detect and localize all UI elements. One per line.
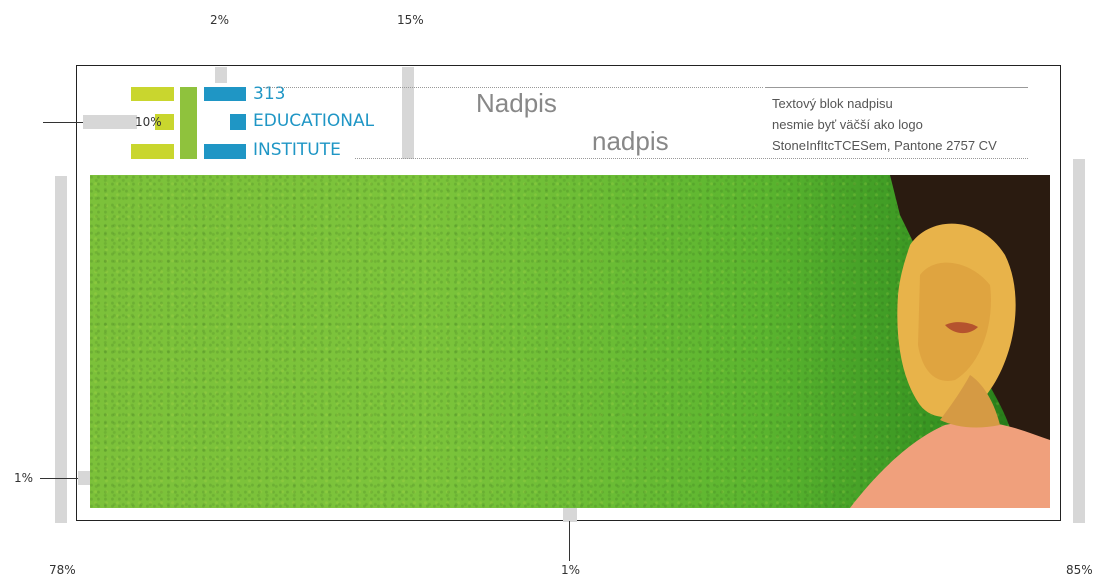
header-textblock-line3: StoneInfItcTCESem, Pantone 2757 CV: [772, 138, 997, 153]
measure-label-top-right: 15%: [397, 13, 424, 27]
logo-bar-top-left: [131, 87, 174, 101]
guide-bar-left: [55, 176, 67, 523]
header-dotted-line-bottom: [355, 158, 1028, 159]
header-textblock-line1: Textový blok nadpisu: [772, 96, 893, 111]
header-textblock-line2: nesmie byť väčší ako logo: [772, 117, 923, 132]
logo-bar-top-right: [204, 87, 246, 101]
photo-texture: [90, 175, 1050, 508]
logo-text-line2: EDUCATIONAL: [253, 111, 375, 131]
measure-label-left-mid: 1%: [14, 471, 34, 485]
logo-bar-bottom-right: [204, 144, 246, 159]
logo-vertical-bar: [180, 87, 197, 159]
hero-photo: [90, 175, 1050, 508]
guide-bar-left-mid: [78, 471, 90, 485]
measure-line-logo-left: [43, 122, 93, 123]
logo-text-line3: INSTITUTE: [253, 140, 341, 160]
logo-bar-bottom-left: [131, 144, 174, 159]
logo-bar-mid-right: [230, 114, 246, 130]
header-dotted-line-top: [263, 87, 763, 88]
measure-label-bottom-left: 78%: [49, 563, 76, 577]
logo-bar-mid-left: [155, 114, 174, 130]
headline-word2: nadpis: [592, 126, 669, 156]
guide-bar-right: [1073, 159, 1085, 523]
guide-bar-top-right: [402, 67, 414, 159]
header-rule-top-right: [765, 87, 1028, 88]
guide-bar-logo-left: [83, 115, 137, 129]
headline-word1: Nadpis: [476, 88, 557, 118]
guide-bar-bottom-center: [563, 508, 577, 522]
measure-line-left-mid: [40, 478, 86, 479]
logo-text-line1: 313: [253, 84, 286, 104]
measure-label-top-left: 2%: [210, 13, 230, 27]
guide-bar-top-left: [215, 67, 227, 83]
measure-label-bottom-right: 85%: [1066, 563, 1093, 577]
measure-line-bottom-center: [569, 521, 570, 561]
measure-label-bottom-center: 1%: [561, 563, 581, 577]
measure-label-logo-left: 10%: [135, 115, 162, 129]
photo-icon: [850, 175, 1050, 508]
